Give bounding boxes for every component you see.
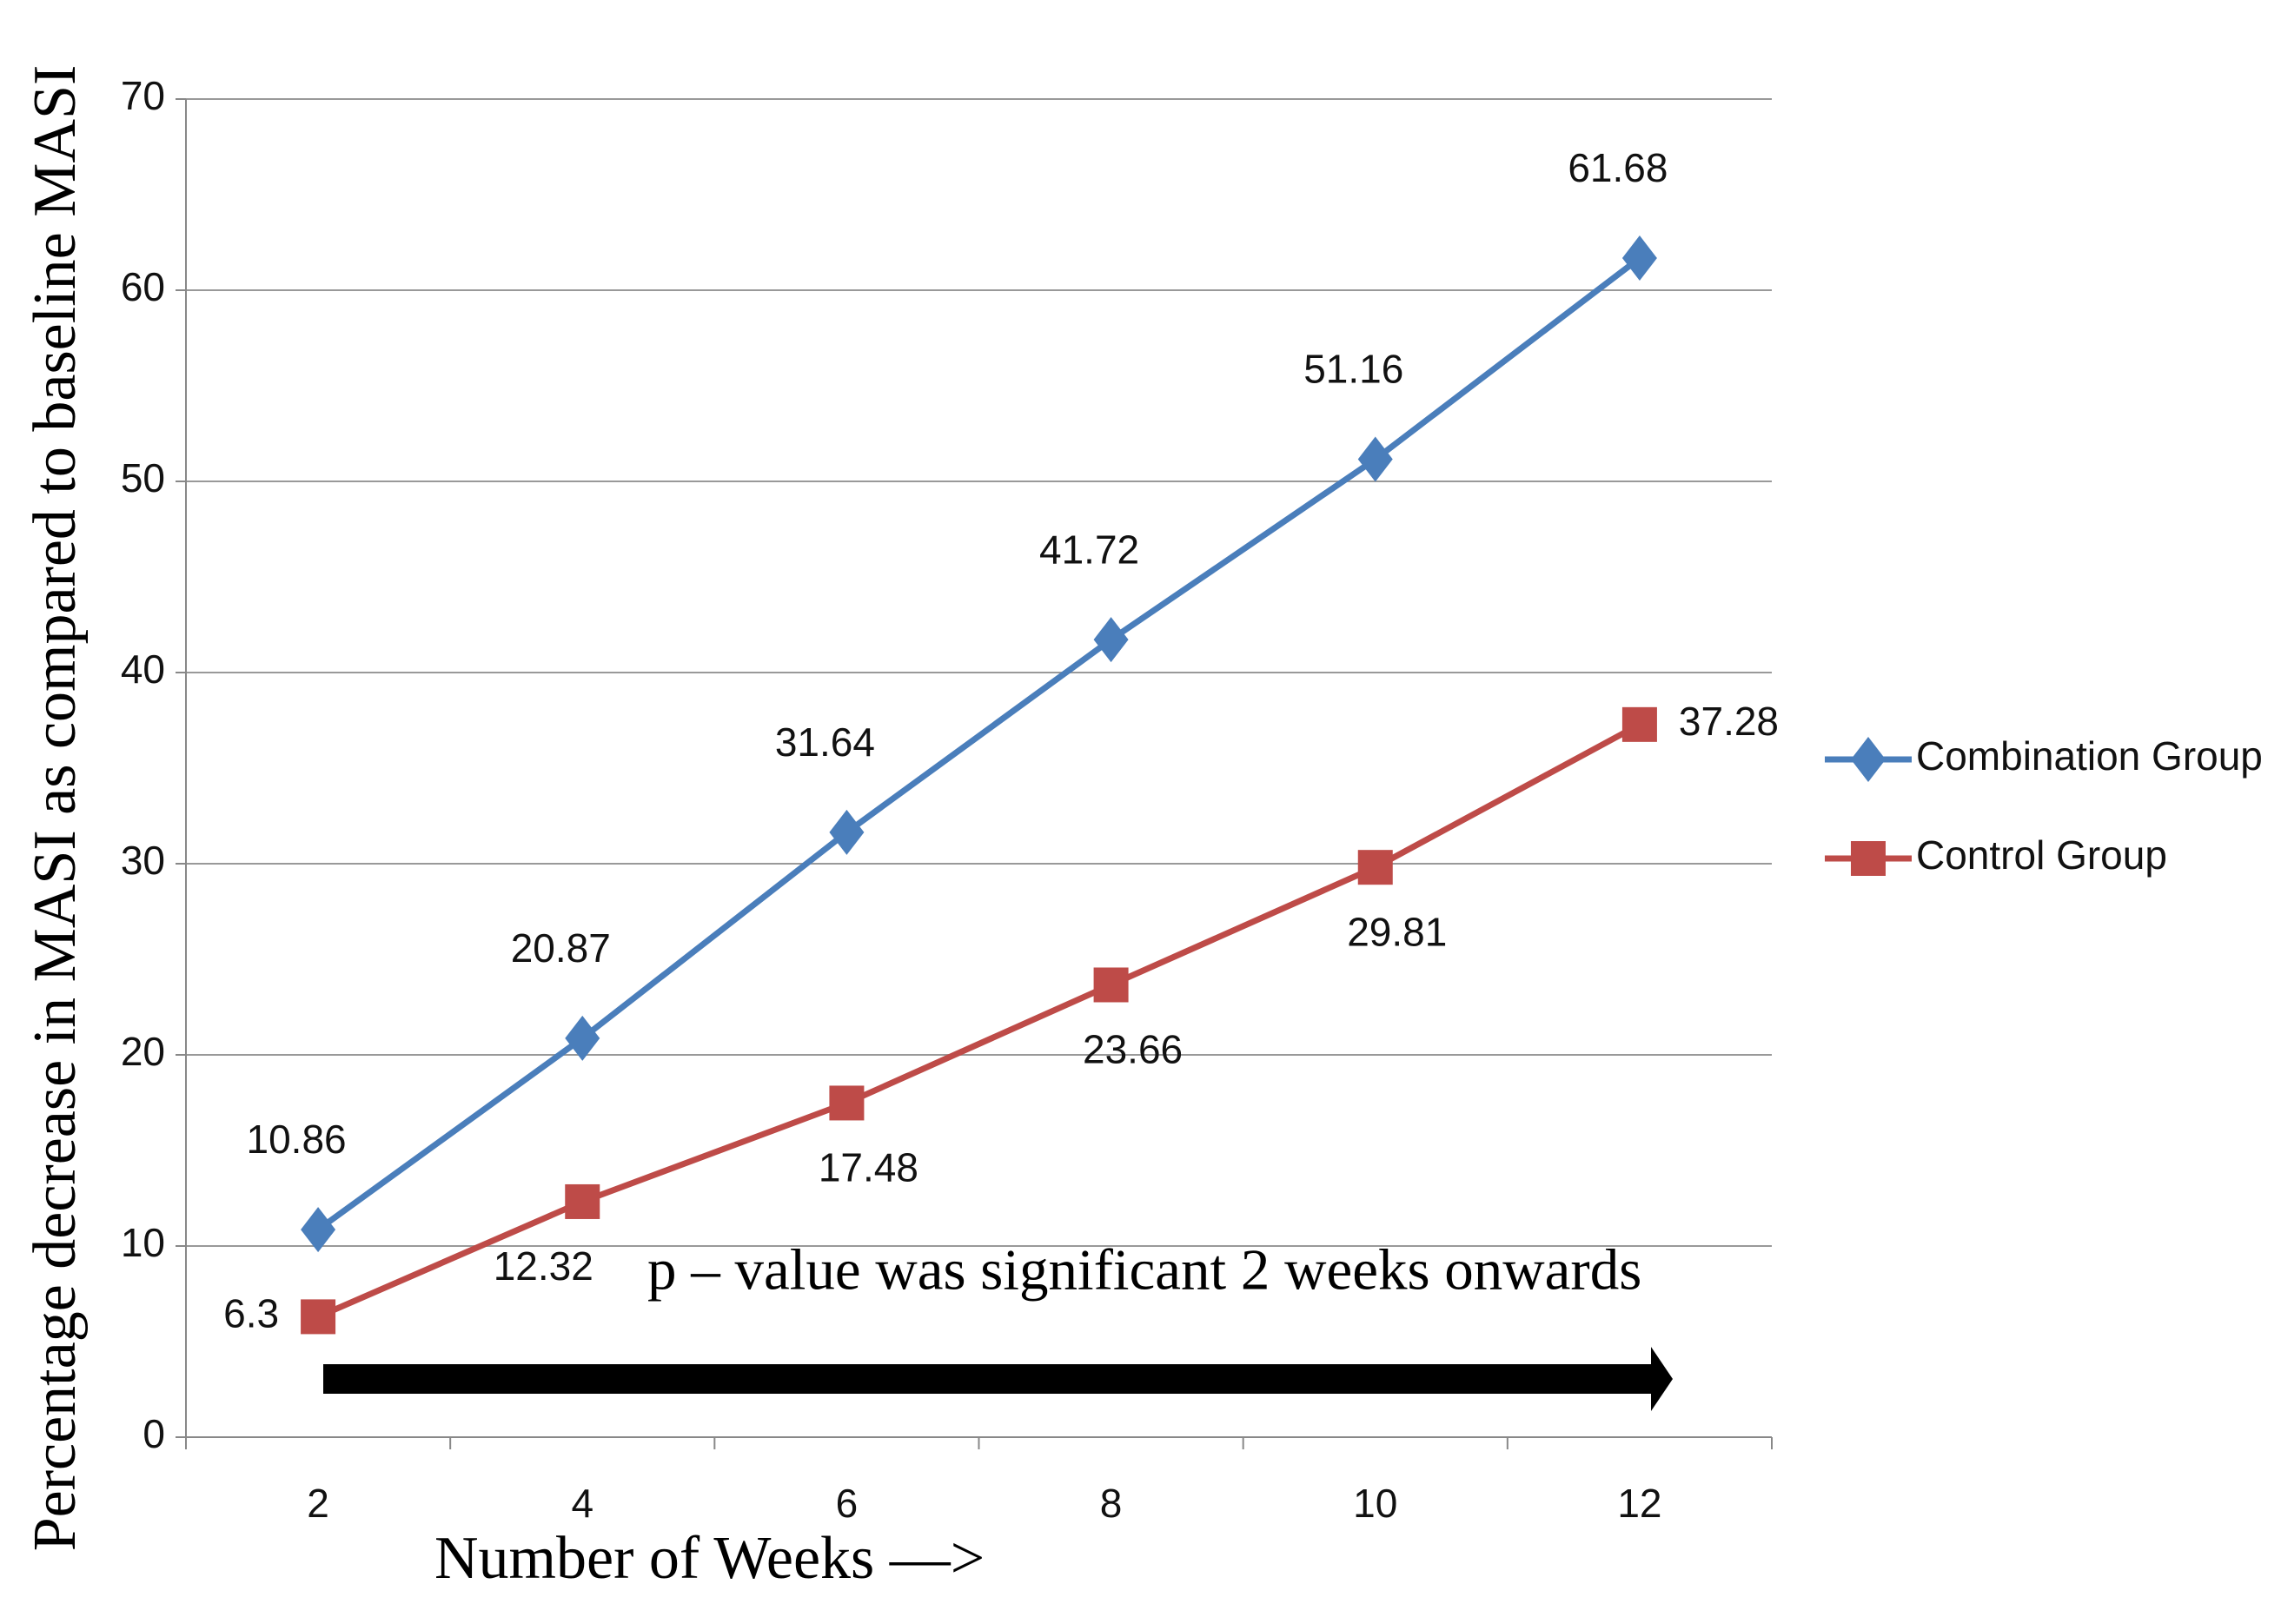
y-tick-label: 30 — [121, 838, 165, 883]
x-tick-label: 6 — [836, 1481, 859, 1526]
legend-marker — [1851, 737, 1886, 782]
data-label: 6.3 — [223, 1291, 279, 1336]
annotation: p – value was significant 2 weeks onward… — [647, 1237, 1641, 1302]
x-tick-label: 8 — [1100, 1481, 1123, 1526]
data-label: 37.28 — [1679, 699, 1779, 744]
marker — [565, 1183, 600, 1219]
data-label: 31.64 — [775, 719, 875, 765]
y-tick-label: 40 — [121, 646, 165, 692]
marker — [1093, 617, 1129, 663]
marker — [1621, 706, 1657, 742]
data-label: 23.66 — [1083, 1027, 1183, 1072]
data-label: 61.68 — [1568, 145, 1668, 190]
series-line — [316, 255, 1642, 1232]
x-tick-label: 2 — [307, 1481, 329, 1526]
x-tick-label: 10 — [1353, 1481, 1397, 1526]
y-axis-title: Percentage decrease in MASI as compared … — [22, 65, 89, 1552]
y-tick-label: 10 — [121, 1220, 165, 1265]
y-tick-label: 70 — [121, 73, 165, 118]
marker — [829, 1085, 865, 1121]
marker — [1357, 436, 1393, 482]
y-tick-label: 0 — [143, 1411, 165, 1456]
data-label: 12.32 — [494, 1243, 593, 1289]
data-label: 41.72 — [1039, 527, 1139, 572]
arrow — [323, 1347, 1673, 1411]
data-label: 17.48 — [819, 1145, 918, 1190]
data-label: 51.16 — [1303, 347, 1403, 392]
data-label: 20.87 — [511, 925, 611, 971]
legend-label: Combination Group — [1916, 733, 2263, 779]
x-tick-label: 12 — [1617, 1481, 1661, 1526]
data-label: 29.81 — [1347, 909, 1447, 954]
series-line — [316, 721, 1641, 1320]
data-label: 10.86 — [247, 1117, 347, 1162]
marker — [1093, 967, 1129, 1003]
marker — [829, 809, 865, 855]
marker — [565, 1015, 600, 1061]
legend-label: Control Group — [1916, 832, 2167, 878]
y-tick-label: 60 — [121, 264, 165, 309]
marker — [301, 1207, 336, 1253]
marker — [1621, 235, 1657, 282]
y-tick-label: 20 — [121, 1029, 165, 1074]
marker — [301, 1299, 336, 1335]
x-tick-label: 4 — [571, 1481, 593, 1526]
legend-marker — [1851, 841, 1886, 876]
y-tick-label: 50 — [121, 455, 165, 500]
x-axis-title: Number of Weeks —> — [434, 1525, 985, 1592]
marker — [1357, 850, 1393, 885]
